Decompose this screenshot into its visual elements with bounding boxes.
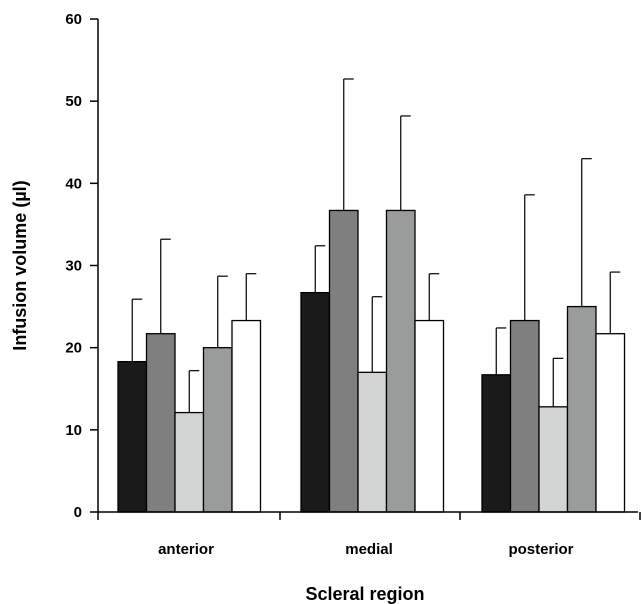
y-tick-label: 10 bbox=[65, 422, 82, 439]
bar bbox=[300, 291, 331, 513]
y-tick-label: 0 bbox=[74, 504, 82, 521]
x-axis-title: Scleral region bbox=[305, 584, 424, 604]
bar bbox=[231, 319, 262, 513]
bar bbox=[538, 406, 569, 513]
bar bbox=[414, 319, 445, 513]
bar bbox=[145, 333, 176, 513]
bar bbox=[385, 209, 416, 513]
bar bbox=[117, 360, 148, 513]
y-tick-label: 60 bbox=[65, 11, 82, 28]
bar bbox=[202, 347, 233, 513]
bar bbox=[509, 319, 540, 513]
x-category-label: posterior bbox=[508, 541, 573, 558]
bar bbox=[357, 371, 388, 513]
y-axis-title: Infusion volume (µl) bbox=[10, 180, 30, 350]
y-tick-label: 20 bbox=[65, 340, 82, 357]
y-tick-label: 30 bbox=[65, 258, 82, 275]
y-tick-label: 40 bbox=[65, 175, 82, 192]
x-categories: anterior medial posterior bbox=[97, 512, 641, 558]
bar bbox=[566, 305, 597, 513]
x-category-label: medial bbox=[345, 541, 393, 558]
bar bbox=[328, 209, 359, 513]
bar bbox=[595, 333, 626, 513]
bars-layer bbox=[117, 209, 626, 513]
y-ticks: 0 10 20 30 40 50 60 bbox=[65, 11, 98, 521]
bar bbox=[174, 411, 205, 513]
y-tick-label: 50 bbox=[65, 93, 82, 110]
bar bbox=[481, 374, 512, 513]
error-bars-layer bbox=[131, 78, 621, 413]
x-category-label: anterior bbox=[158, 541, 214, 558]
